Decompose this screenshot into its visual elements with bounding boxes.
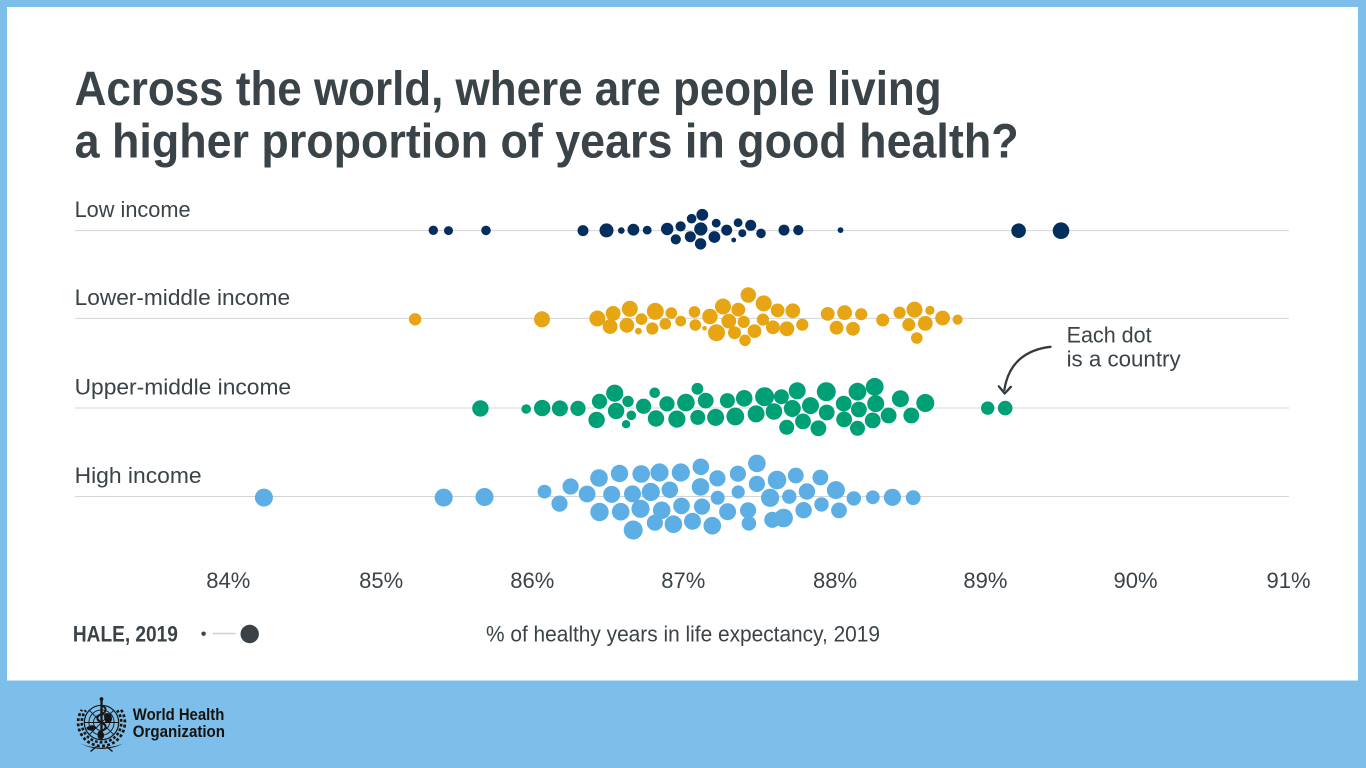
svg-text:Each dot: Each dot bbox=[1067, 322, 1152, 347]
svg-text:86%: 86% bbox=[510, 568, 554, 593]
svg-text:High income: High income bbox=[75, 463, 202, 488]
svg-text:Upper-middle income: Upper-middle income bbox=[75, 375, 291, 400]
svg-text:a higher proportion of years i: a higher proportion of years in good hea… bbox=[75, 116, 1019, 169]
svg-text:88%: 88% bbox=[813, 568, 857, 593]
svg-text:90%: 90% bbox=[1113, 568, 1157, 593]
svg-text:Low income: Low income bbox=[75, 197, 191, 222]
svg-text:89%: 89% bbox=[963, 568, 1007, 593]
svg-text:84%: 84% bbox=[206, 568, 250, 593]
svg-text:85%: 85% bbox=[359, 568, 403, 593]
svg-text:HALE, 2019: HALE, 2019 bbox=[73, 622, 178, 647]
svg-text:% of healthy years in life exp: % of healthy years in life expectancy, 2… bbox=[486, 622, 880, 647]
svg-text:Organization: Organization bbox=[133, 723, 225, 741]
svg-text:87%: 87% bbox=[661, 568, 705, 593]
svg-text:World Health: World Health bbox=[133, 706, 225, 724]
svg-text:is a country: is a country bbox=[1067, 346, 1181, 371]
svg-text:Across the world, where are pe: Across the world, where are people livin… bbox=[75, 63, 942, 116]
svg-text:91%: 91% bbox=[1266, 568, 1310, 593]
svg-text:Lower-middle income: Lower-middle income bbox=[75, 285, 291, 310]
